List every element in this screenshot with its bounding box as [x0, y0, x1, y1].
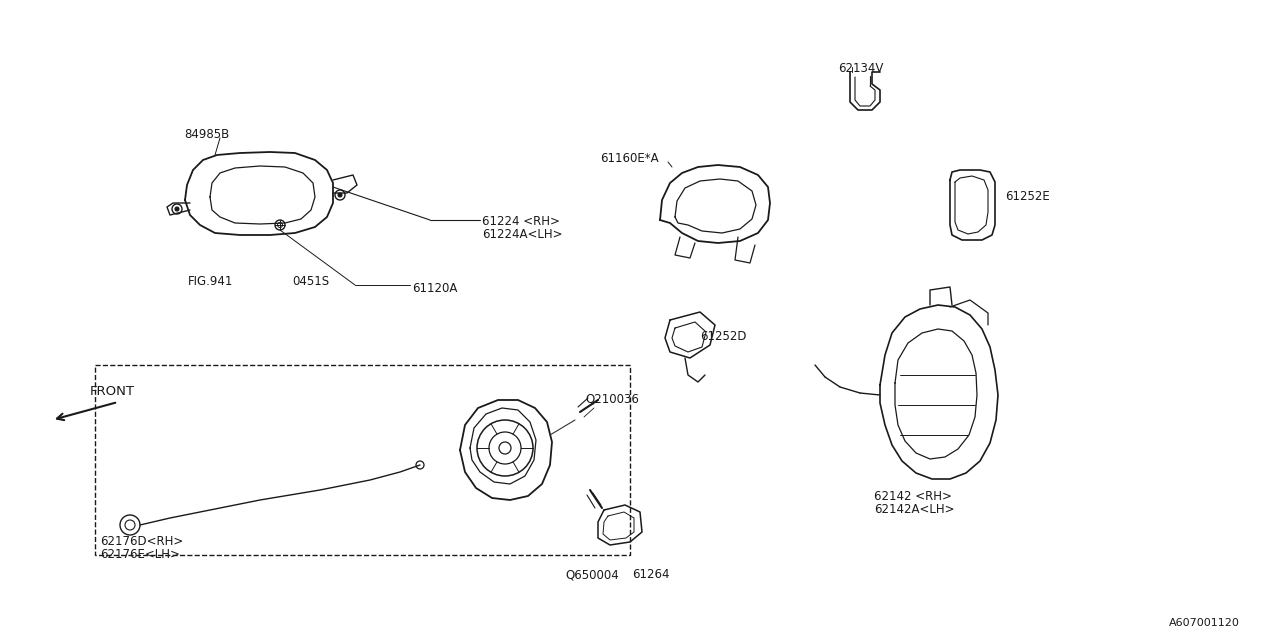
- Circle shape: [338, 193, 342, 197]
- Text: Q210036: Q210036: [585, 392, 639, 405]
- Text: 61252D: 61252D: [700, 330, 746, 343]
- Text: 61224 <RH>: 61224 <RH>: [483, 215, 559, 228]
- Text: 61264: 61264: [632, 568, 669, 581]
- Text: 61160E*A: 61160E*A: [600, 152, 659, 165]
- Text: 0451S: 0451S: [292, 275, 329, 288]
- Text: 84985B: 84985B: [184, 128, 229, 141]
- Text: FIG.941: FIG.941: [188, 275, 233, 288]
- Text: 61252E: 61252E: [1005, 190, 1050, 203]
- Text: 61224A<LH>: 61224A<LH>: [483, 228, 562, 241]
- Circle shape: [175, 207, 179, 211]
- Text: 62176D<RH>: 62176D<RH>: [100, 535, 183, 548]
- Text: 62176E<LH>: 62176E<LH>: [100, 548, 180, 561]
- Text: Q650004: Q650004: [564, 568, 618, 581]
- Text: 62142 <RH>: 62142 <RH>: [874, 490, 952, 503]
- Text: A607001120: A607001120: [1169, 618, 1240, 628]
- Text: 62142A<LH>: 62142A<LH>: [874, 503, 955, 516]
- Text: 62134V: 62134V: [838, 62, 883, 75]
- Text: 61120A: 61120A: [412, 282, 457, 295]
- Text: FRONT: FRONT: [90, 385, 134, 398]
